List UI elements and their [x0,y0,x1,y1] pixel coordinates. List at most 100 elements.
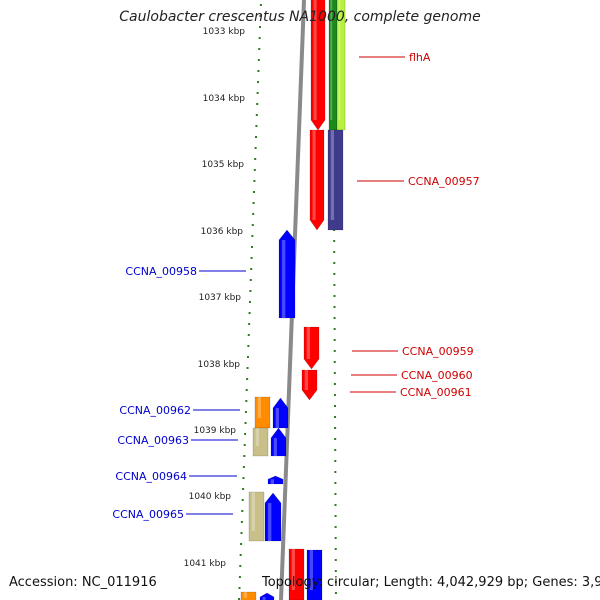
scale-tick [256,103,259,105]
scale-label: 1038 kbp [198,360,241,370]
scale-tick [248,301,251,303]
scale-tick [259,26,262,28]
scale-tick [256,92,259,94]
scale-tick [246,356,249,358]
scale-tick [253,180,256,182]
gene-track [240,0,346,600]
scale-tick [240,532,243,534]
gene-arrow-unlabeled [259,592,275,600]
scale-tick [334,526,337,528]
scale-tick [244,422,247,424]
gene-label-flha: flhA [409,51,431,64]
gene-arrow-unlabeled [270,427,287,457]
gene-highlight [251,492,255,531]
accession-text: Accession: NC_011916 [9,575,157,590]
gene-arrow-ccna-00958 [278,229,296,319]
scale-tick [238,587,241,589]
scale-tick [334,570,337,572]
scale-tick [240,521,243,523]
scale-tick [243,455,246,457]
gene-arrow-unlabeled [264,492,282,542]
gene-arrow-unlabeled [336,0,346,131]
gene-highlight [275,408,279,428]
scale-label: 1034 kbp [203,94,246,104]
scale-tick [250,257,253,259]
scale-tick [259,15,262,17]
gene-arrow-unlabeled [288,548,305,600]
scale-tick [242,477,245,479]
scale-tick [247,345,250,347]
scale-tick [333,350,336,352]
gene-arrow-flha [310,0,326,131]
gene-label-ccna-00957: CCNA_00957 [408,175,480,188]
scale-tick [334,449,337,451]
topology-text: Topology: circular; Length: 4,042,929 bp… [262,575,600,590]
gene-highlight [330,0,333,120]
scale-tick [334,515,337,517]
scale-tick [333,273,336,275]
scale-tick [245,400,248,402]
scale-tick [247,334,250,336]
scale-tick [333,394,336,396]
gene-label-ccna-00960: CCNA_00960 [401,369,473,382]
scale-tick [238,598,241,600]
scale-tick [257,81,260,83]
scale-tick [252,213,255,215]
scale-label: 1033 kbp [203,27,246,37]
scale-tick [244,433,247,435]
gene-arrow-ccna-00959 [303,326,320,370]
scale-tick [254,158,257,160]
scale-tick [334,537,337,539]
scale-label: 1036 kbp [201,227,244,237]
scale-label: 1040 kbp [189,492,232,502]
gene-arrow-unlabeled [306,549,323,600]
gene-highlight [309,550,313,590]
gene-highlight [270,479,274,484]
scale-label: 1039 kbp [194,426,237,436]
scale-tick [333,339,336,341]
gene-highlight [262,597,266,600]
scale-label: 1041 kbp [184,559,227,569]
scale-tick [255,125,258,127]
scale-tick [334,427,337,429]
scale-tick [333,306,336,308]
scale-tick [238,576,241,578]
scale-tick [244,411,247,413]
gene-highlight [313,0,317,120]
gene-arrow-ccna-00957 [309,129,325,231]
gene-label-ccna-00965: CCNA_00965 [112,508,184,521]
scale-tick [242,466,245,468]
gene-arrow-unlabeled [240,591,257,600]
scale-tick [253,169,256,171]
scale-tick [241,510,244,512]
scale-tick [334,493,337,495]
scale-tick [249,290,252,292]
scale-tick [334,559,337,561]
gene-highlight [273,438,277,456]
gene-highlight [281,240,286,318]
gene-highlight [306,327,310,359]
scale-tick [334,548,337,550]
scale-tick [254,147,257,149]
scale-tick [334,592,337,594]
scale-tick [333,372,336,374]
gene-label-ccna-00961: CCNA_00961 [400,386,472,399]
scale-tick [333,240,336,242]
gene-highlight [267,503,272,541]
gene-label-ccna-00958: CCNA_00958 [125,265,197,278]
scale-tick [248,312,251,314]
gene-label-ccna-00964: CCNA_00964 [115,470,187,483]
scale-tick [255,114,258,116]
gene-labels: flhA CCNA_00957 CCNA_00958 CCNA_00959 CCNA_0… [112,51,479,521]
scale-tick [333,317,336,319]
scale-tick [240,543,243,545]
scale-tick [251,224,254,226]
scale-tick [255,136,258,138]
scale-tick [334,405,336,407]
scale-label: 1035 kbp [202,160,245,170]
scale-tick [334,438,337,440]
scale-tick [334,416,337,418]
scale-tick [334,504,337,506]
scale-tick [257,59,260,61]
